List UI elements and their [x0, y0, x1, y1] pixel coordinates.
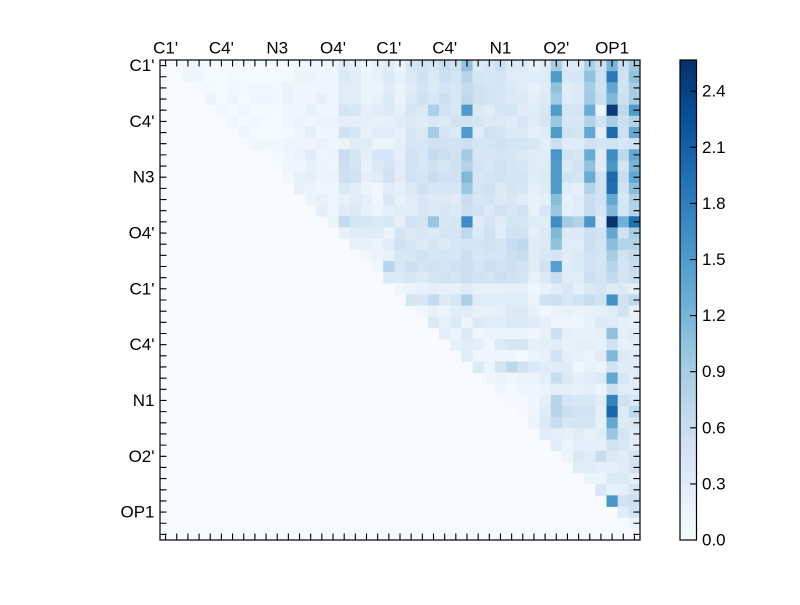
svg-text:C1': C1' — [153, 39, 178, 58]
svg-text:O2': O2' — [543, 39, 569, 58]
svg-text:0.9: 0.9 — [702, 362, 726, 381]
svg-text:C1': C1' — [376, 39, 401, 58]
svg-text:2.4: 2.4 — [702, 82, 726, 101]
svg-text:C4': C4' — [130, 112, 155, 131]
svg-text:0.6: 0.6 — [702, 418, 726, 437]
svg-text:0.0: 0.0 — [702, 531, 726, 550]
svg-text:O4': O4' — [129, 224, 155, 243]
svg-text:N1: N1 — [133, 391, 155, 410]
svg-text:C4': C4' — [432, 39, 457, 58]
svg-text:O2': O2' — [129, 447, 155, 466]
svg-text:O4': O4' — [320, 39, 346, 58]
svg-text:2.1: 2.1 — [702, 138, 726, 157]
svg-text:C1': C1' — [130, 279, 155, 298]
svg-text:0.3: 0.3 — [702, 474, 726, 493]
svg-text:C4': C4' — [209, 39, 234, 58]
svg-text:C1': C1' — [130, 56, 155, 75]
svg-text:1.2: 1.2 — [702, 306, 726, 325]
svg-text:N3: N3 — [133, 168, 155, 187]
svg-text:OP1: OP1 — [595, 39, 629, 58]
svg-text:OP1: OP1 — [120, 503, 154, 522]
svg-text:N1: N1 — [490, 39, 512, 58]
svg-text:1.5: 1.5 — [702, 250, 726, 269]
svg-text:N3: N3 — [266, 39, 288, 58]
svg-text:1.8: 1.8 — [702, 194, 726, 213]
svg-text:C4': C4' — [130, 335, 155, 354]
